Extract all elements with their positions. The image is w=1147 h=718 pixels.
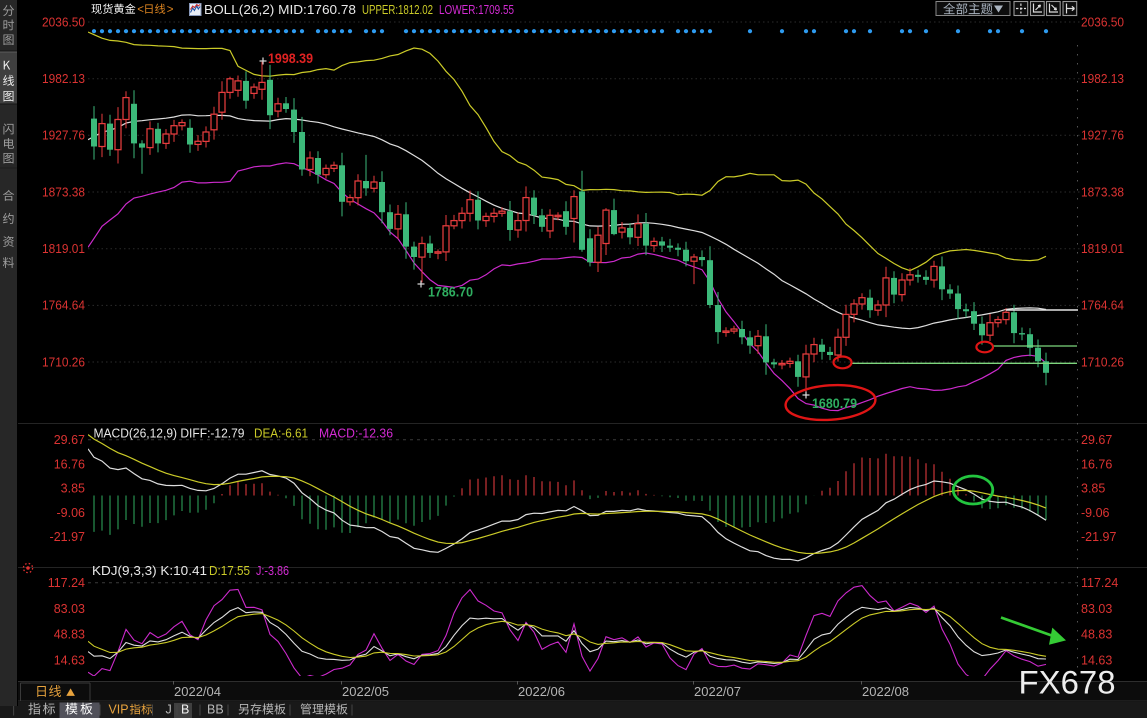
svg-text:>: >	[167, 4, 174, 16]
svg-text:1680.79: 1680.79	[812, 395, 857, 411]
svg-text:1819.01: 1819.01	[42, 242, 85, 256]
svg-text:2022/04: 2022/04	[174, 684, 221, 699]
svg-text:DEA:-6.61: DEA:-6.61	[254, 426, 308, 441]
svg-text:2022/05: 2022/05	[342, 684, 389, 699]
svg-text:14.63: 14.63	[1081, 654, 1112, 668]
svg-text:UPPER:1812.02: UPPER:1812.02	[362, 2, 433, 17]
svg-text:14.63: 14.63	[54, 654, 85, 668]
svg-text:J: J	[166, 703, 172, 717]
svg-text:117.24: 117.24	[1081, 576, 1118, 590]
svg-text:B: B	[181, 703, 189, 717]
svg-text:1710.26: 1710.26	[1081, 355, 1124, 369]
svg-text:2036.50: 2036.50	[1081, 15, 1124, 29]
svg-text:16.76: 16.76	[1081, 457, 1112, 471]
svg-text:BOLL(26,2) MID:1760.78: BOLL(26,2) MID:1760.78	[204, 2, 356, 17]
svg-text:-9.06: -9.06	[57, 506, 86, 520]
svg-text:1998.39: 1998.39	[268, 50, 313, 66]
svg-text:1873.38: 1873.38	[42, 185, 85, 199]
svg-text:MACD(26,12,9) DIFF:-12.79: MACD(26,12,9) DIFF:-12.79	[94, 426, 245, 441]
svg-text:J:-3.86: J:-3.86	[256, 563, 289, 578]
svg-text:83.03: 83.03	[1081, 602, 1112, 616]
svg-text:VIP: VIP	[109, 703, 129, 717]
svg-text:1873.38: 1873.38	[1081, 185, 1124, 199]
svg-text:83.03: 83.03	[54, 602, 85, 616]
svg-text:1764.64: 1764.64	[42, 299, 85, 313]
svg-text:MACD:-12.36: MACD:-12.36	[319, 426, 393, 441]
svg-text:-21.97: -21.97	[1081, 530, 1116, 544]
svg-text:2022/08: 2022/08	[862, 684, 909, 699]
svg-text:1710.26: 1710.26	[42, 355, 85, 369]
svg-text:1982.13: 1982.13	[1081, 72, 1124, 86]
svg-text:KDJ(9,3,3) K:10.41: KDJ(9,3,3) K:10.41	[92, 563, 207, 578]
svg-text:1819.01: 1819.01	[1081, 242, 1124, 256]
svg-text:BB: BB	[207, 703, 224, 717]
svg-text:48.83: 48.83	[1081, 628, 1112, 642]
svg-text:29.67: 29.67	[54, 433, 85, 447]
svg-text:1927.76: 1927.76	[1081, 129, 1124, 143]
svg-text:D:17.55: D:17.55	[209, 563, 250, 578]
svg-text:48.83: 48.83	[54, 628, 85, 642]
svg-text:-9.06: -9.06	[1081, 506, 1110, 520]
svg-text:29.67: 29.67	[1081, 433, 1112, 447]
svg-text:3.85: 3.85	[1081, 482, 1105, 496]
svg-text:1786.70: 1786.70	[428, 284, 473, 300]
svg-text:-21.97: -21.97	[50, 530, 85, 544]
svg-text:2022/06: 2022/06	[518, 684, 565, 699]
svg-text:3.85: 3.85	[61, 482, 85, 496]
svg-text:1982.13: 1982.13	[42, 72, 85, 86]
svg-text:117.24: 117.24	[48, 576, 85, 590]
svg-text:1927.76: 1927.76	[42, 129, 85, 143]
svg-text:<: <	[137, 4, 144, 16]
svg-text:1764.64: 1764.64	[1081, 299, 1124, 313]
svg-text:2036.50: 2036.50	[42, 15, 85, 29]
svg-text:FX678: FX678	[1019, 665, 1116, 701]
svg-text:LOWER:1709.55: LOWER:1709.55	[439, 2, 514, 17]
svg-text:16.76: 16.76	[54, 457, 85, 471]
svg-text:2022/07: 2022/07	[694, 684, 741, 699]
